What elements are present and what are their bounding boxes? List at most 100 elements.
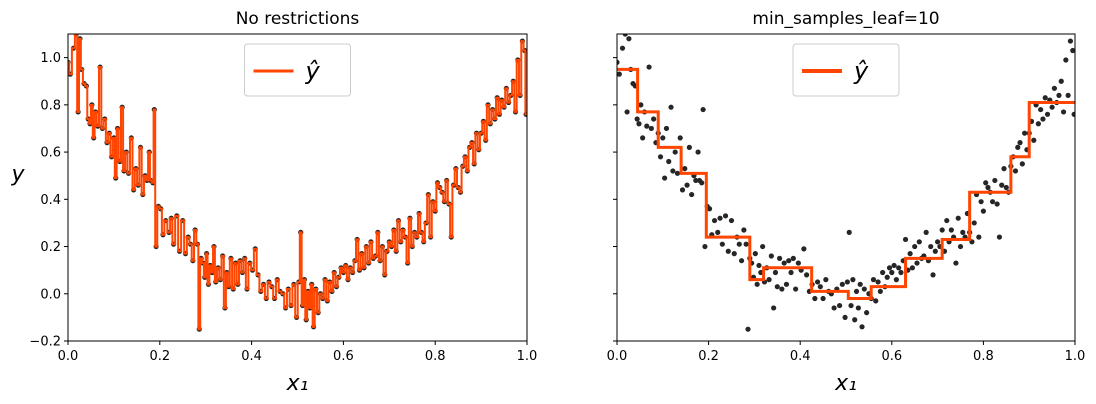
- data-point: [996, 234, 1003, 240]
- data-point: [861, 286, 867, 292]
- data-point: [779, 286, 785, 292]
- data-point: [1060, 109, 1067, 115]
- data-point: [848, 302, 854, 309]
- data-point: [855, 305, 861, 311]
- data-point: [644, 123, 650, 129]
- data-point: [774, 284, 780, 290]
- data-point: [1022, 130, 1028, 136]
- data-point: [804, 272, 810, 278]
- data-point: [859, 324, 865, 330]
- data-point: [771, 305, 777, 311]
- data-point: [980, 208, 987, 214]
- data-point: [760, 243, 766, 250]
- data-point: [944, 217, 950, 224]
- data-point: [957, 243, 964, 250]
- data-point: [699, 180, 705, 186]
- data-point: [622, 34, 628, 37]
- x-tick-label: 0.2: [149, 349, 170, 364]
- data-point: [992, 177, 998, 184]
- data-point: [745, 326, 751, 332]
- data-point: [781, 260, 787, 266]
- axes-frame: [67, 33, 528, 342]
- data-point: [1038, 106, 1044, 113]
- x-tick-label: 1.0: [1065, 349, 1086, 364]
- data-point: [983, 180, 989, 186]
- data-point: [672, 149, 678, 155]
- data-point: [873, 298, 879, 304]
- data-point: [836, 302, 843, 309]
- data-point: [624, 109, 630, 115]
- data-point: [928, 243, 934, 250]
- prediction-line: [68, 34, 527, 331]
- y-tick-label: 0.0: [40, 287, 61, 302]
- data-point: [648, 125, 654, 132]
- prediction-step: [617, 67, 1075, 300]
- data-point: [1042, 95, 1048, 101]
- data-point: [853, 288, 860, 295]
- data-point: [823, 277, 829, 283]
- data-point: [788, 269, 794, 276]
- data-point: [978, 199, 984, 205]
- data-point: [736, 241, 742, 247]
- data-point: [850, 277, 856, 283]
- x-axis-label: x₁: [286, 371, 309, 396]
- data-point: [1072, 111, 1075, 117]
- data-point: [912, 243, 918, 250]
- data-point: [754, 281, 760, 287]
- data-point: [891, 262, 897, 269]
- panel-min-samples-leaf: min_samples_leaf=10 0.0 0.2 0.4 0.6 0.8 1.0 x…: [607, 9, 1086, 396]
- data-point: [916, 239, 922, 245]
- data-point: [711, 217, 718, 224]
- data-point: [1035, 121, 1041, 127]
- data-point: [619, 45, 626, 51]
- data-point: [689, 191, 695, 198]
- x-tick-label: 0.0: [58, 349, 79, 364]
- y-tick-label: 0.6: [40, 146, 61, 161]
- data-point: [1019, 161, 1025, 167]
- data-point: [857, 281, 863, 287]
- data-point: [668, 104, 674, 110]
- data-point: [686, 144, 692, 150]
- y-axis-label: y: [10, 162, 25, 187]
- data-point: [640, 135, 646, 141]
- data-point: [670, 168, 676, 174]
- data-point: [820, 295, 826, 302]
- data-point: [752, 251, 758, 257]
- data-point: [768, 253, 774, 259]
- x-tick-label: 0.4: [790, 349, 811, 364]
- data-point: [666, 158, 672, 165]
- data-point: [1012, 168, 1019, 174]
- data-point: [976, 234, 982, 240]
- data-point: [617, 59, 620, 65]
- data-point: [914, 260, 920, 266]
- data-point: [1003, 184, 1009, 191]
- data-point: [790, 255, 796, 261]
- data-point: [953, 260, 959, 266]
- y-tick-label: 0.8: [40, 98, 61, 113]
- legend-box: [792, 43, 900, 97]
- data-point: [722, 213, 729, 219]
- data-point: [776, 255, 783, 261]
- data-point: [679, 187, 686, 193]
- data-layer: [617, 34, 1075, 332]
- data-point: [994, 201, 1000, 207]
- data-point: [783, 281, 790, 287]
- data-point: [839, 281, 845, 287]
- legend: ŷ: [244, 43, 351, 97]
- data-point: [989, 199, 996, 205]
- data-point: [815, 279, 821, 285]
- data-point: [795, 260, 801, 266]
- data-point: [898, 269, 904, 276]
- chart-title: No restrictions: [236, 9, 360, 29]
- legend-label: ŷ: [853, 57, 869, 85]
- axes-frame: [616, 33, 1076, 342]
- data-point: [1051, 85, 1057, 91]
- data-point: [948, 227, 954, 233]
- x-tick-label: 0.2: [698, 349, 719, 364]
- data-point: [852, 317, 858, 323]
- x-tick-label: 1.0: [517, 349, 538, 364]
- data-point: [844, 279, 850, 285]
- x-tick-label: 0.6: [881, 349, 902, 364]
- data-point: [1067, 38, 1074, 44]
- data-point: [636, 121, 642, 127]
